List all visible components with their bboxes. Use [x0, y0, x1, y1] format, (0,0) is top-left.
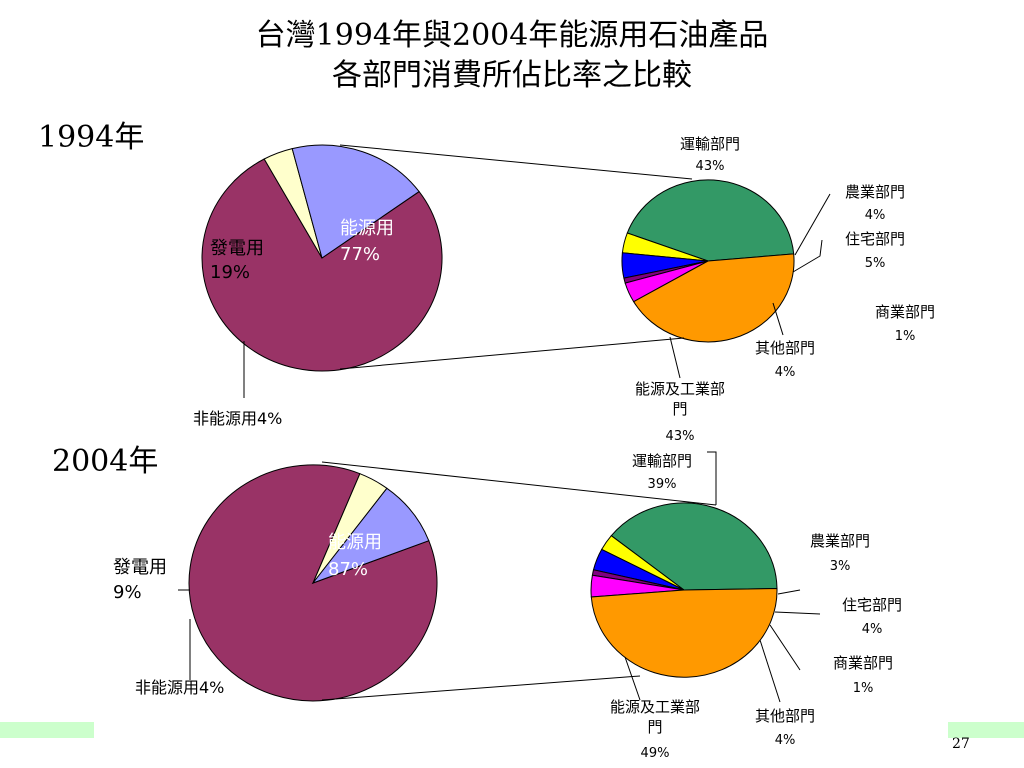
sector-leader-transport-2004: [707, 451, 717, 505]
sector-pct-commercial-1994: 1%: [895, 329, 916, 344]
main-pie-slice-power_generation-1994: [291, 144, 420, 259]
sector-pct-industry-2004: 49%: [641, 746, 670, 761]
main-label-non_energy_use-1994: 非能源用4%: [193, 409, 282, 428]
sector-pct-residential-2004: 4%: [862, 622, 883, 637]
sector-label-residential-1994: 住宅部門: [845, 230, 905, 248]
sector-leader-agriculture-1994: [794, 193, 831, 256]
sector-label-transport-2004: 運輸部門: [632, 452, 692, 470]
sector-pct-commercial-2004: 1%: [853, 681, 874, 696]
sector-label-other-2004: 其他部門: [755, 707, 815, 725]
page-number: 27: [952, 736, 970, 752]
slide-title-line2: 各部門消費所佔比率之比較: [332, 58, 692, 93]
sector-pct-transport-2004: 39%: [648, 477, 677, 492]
sector-leader-commercial-2004: [769, 624, 801, 671]
main-label-energy_use-1994: 能源用: [340, 218, 394, 239]
footer-bar-right: [948, 722, 1024, 738]
sector-leader-industry-1994: [669, 336, 681, 379]
sector-label-industry-1994-line0: 能源及工業部: [635, 380, 725, 398]
sector-pie-slice-transport-2004: [610, 502, 778, 591]
main-pie-slice-energy_use-1994: [201, 158, 443, 372]
sector-label-transport-1994: 運輸部門: [680, 135, 740, 153]
main-pct-power_generation-2004: 9%: [113, 582, 142, 603]
sector-label-industry-2004-line1: 門: [647, 718, 662, 736]
year-label-2004: 2004年: [52, 444, 159, 479]
sector-leader-other-2004: [759, 639, 781, 703]
sector-pie-slice-transport-1994: [626, 179, 795, 262]
connector-line-2004-1: [321, 675, 641, 701]
sector-pie-slice-industry-2004: [590, 587, 778, 678]
sector-label-industry-1994-line1: 門: [672, 400, 687, 418]
main-label-power_generation-2004: 發電用: [113, 557, 167, 578]
sector-pct-industry-1994: 43%: [666, 429, 695, 444]
footer-bar-left: [0, 722, 94, 738]
sector-pct-other-1994: 4%: [775, 365, 796, 380]
sector-leader-residential-1994: [792, 239, 823, 273]
connector-line-1994-1: [339, 337, 685, 370]
sector-label-commercial-2004: 商業部門: [833, 654, 893, 672]
sector-leader-industry-2004: [624, 656, 641, 701]
main-pie-slice-energy_use-2004: [188, 464, 438, 702]
main-pct-energy_use-1994: 77%: [340, 244, 380, 265]
sector-pct-agriculture-2004: 3%: [830, 559, 851, 574]
main-label-power_generation-1994: 發電用: [210, 238, 264, 259]
sector-leader-agriculture-2004: [777, 589, 801, 595]
main-pie-slice-power_generation-2004: [311, 487, 430, 585]
sector-pct-agriculture-1994: 4%: [865, 208, 886, 223]
sector-label-agriculture-2004: 農業部門: [810, 532, 870, 550]
connector-line-2004-0: [321, 461, 717, 506]
sector-label-industry-2004-line0: 能源及工業部: [610, 698, 700, 716]
sector-pct-transport-1994: 43%: [696, 159, 725, 174]
sector-label-agriculture-1994: 農業部門: [845, 183, 905, 201]
slide-title-line1: 台灣1994年與2004年能源用石油產品: [255, 18, 769, 53]
main-label-non_energy_use-2004: 非能源用4%: [135, 678, 224, 697]
main-pct-power_generation-1994: 19%: [210, 262, 250, 283]
sector-pct-other-2004: 4%: [775, 733, 796, 748]
connector-line-1994-0: [339, 144, 693, 180]
sector-leader-other-1994: [772, 302, 784, 336]
sector-pie-slice-industry-1994: [632, 253, 795, 343]
sector-pct-residential-1994: 5%: [865, 256, 886, 271]
sector-label-commercial-1994: 商業部門: [875, 303, 935, 321]
main-pct-energy_use-2004: 87%: [328, 559, 368, 580]
sector-label-other-1994: 其他部門: [755, 339, 815, 357]
sector-label-residential-2004: 住宅部門: [842, 596, 902, 614]
main-label-energy_use-2004: 能源用: [328, 532, 382, 553]
sector-leader-residential-2004: [774, 611, 821, 615]
year-label-1994: 1994年: [38, 120, 145, 155]
